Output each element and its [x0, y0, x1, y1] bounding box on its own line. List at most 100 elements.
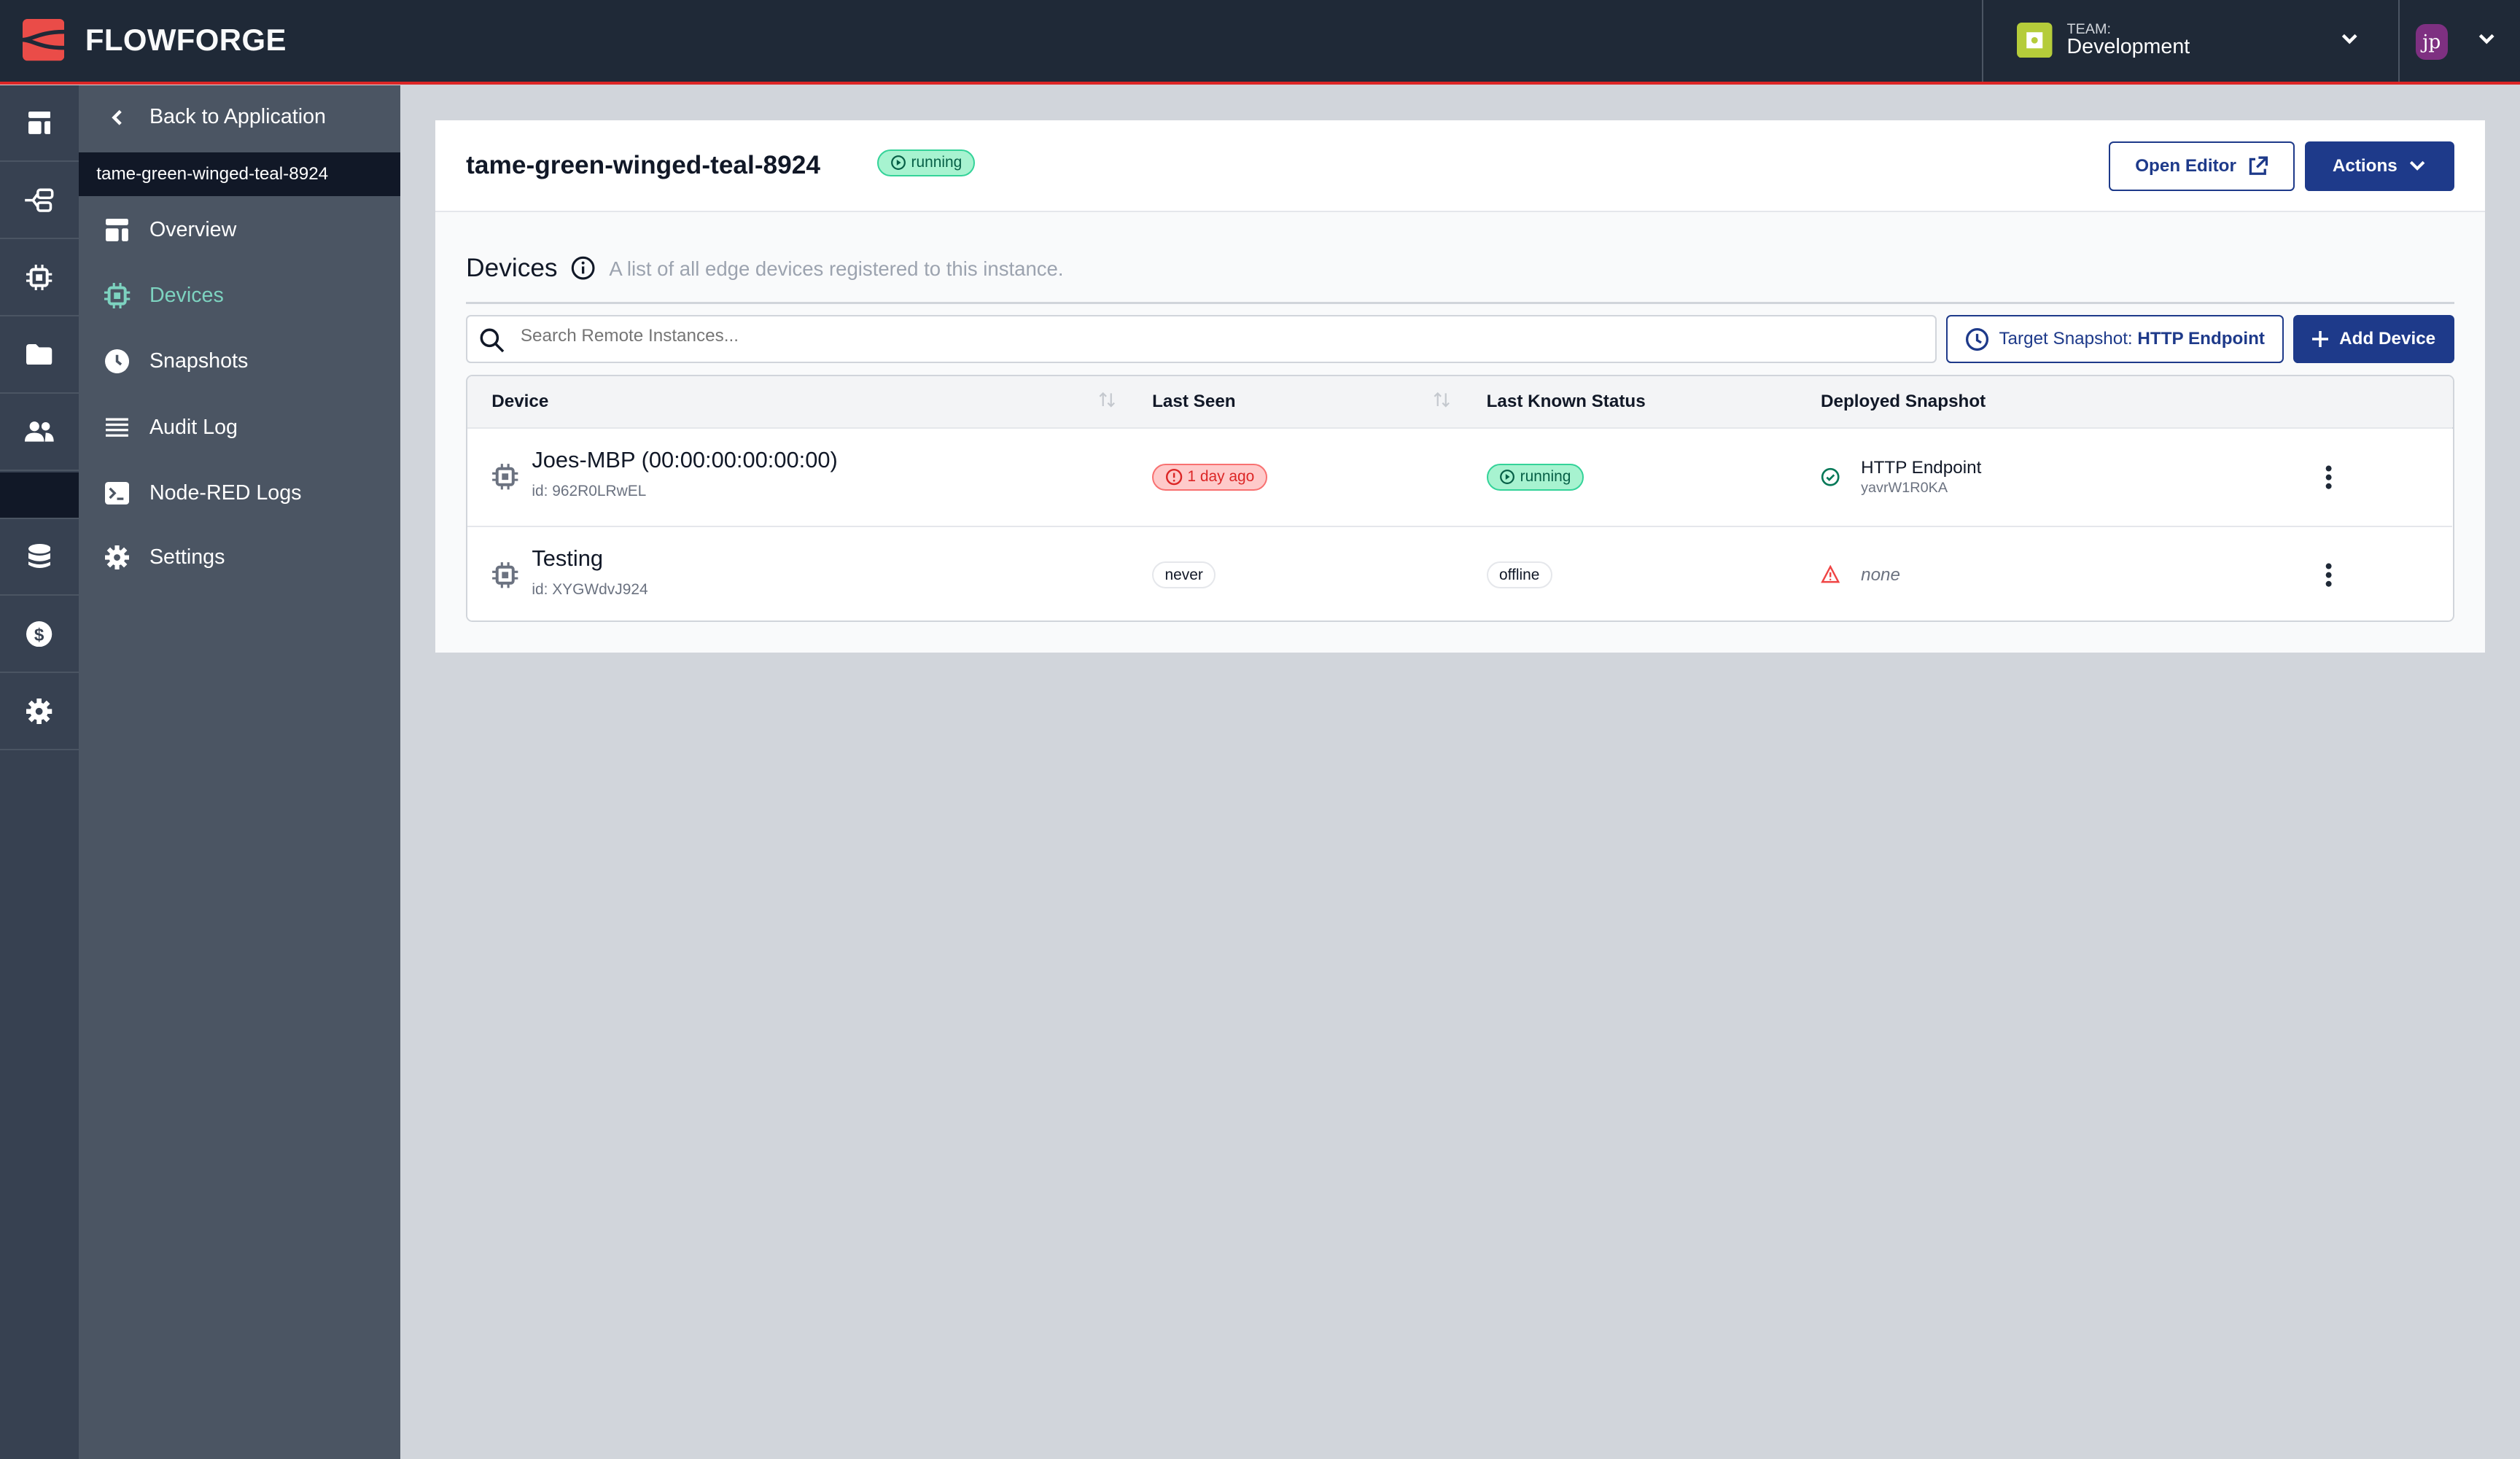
sidebar-item-snapshots[interactable]: Snapshots: [79, 334, 400, 389]
sidebar-item-label: Overview: [149, 217, 237, 241]
last-seen-badge: 1 day ago: [1152, 463, 1267, 491]
chip-icon: [492, 561, 518, 588]
rail-dashboard[interactable]: [0, 85, 79, 163]
device-id: id: XYGWdvJ924: [532, 580, 648, 598]
alert-circle-icon: [1165, 469, 1182, 486]
device-name[interactable]: Testing: [532, 545, 604, 571]
rail-billing[interactable]: $: [0, 596, 79, 674]
user-avatar: jp: [2415, 24, 2448, 60]
target-snapshot-button[interactable]: Target Snapshot: HTTP Endpoint: [1946, 314, 2284, 364]
play-circle-icon: [890, 155, 906, 171]
last-seen-text: 1 day ago: [1187, 468, 1255, 486]
add-device-button[interactable]: Add Device: [2293, 314, 2454, 364]
sidebar-item-label: Audit Log: [149, 415, 238, 439]
folder-icon: [26, 343, 52, 365]
sidebar-item-node-red-logs[interactable]: Node-RED Logs: [79, 466, 400, 521]
rail-settings[interactable]: [0, 674, 79, 751]
dollar-icon: $: [26, 620, 52, 647]
column-header-last-seen[interactable]: Last Seen: [1152, 391, 1236, 411]
rail-devices[interactable]: [0, 239, 79, 316]
sidebar-item-audit-log[interactable]: Audit Log: [79, 400, 400, 455]
device-id: id: 962R0LRwEL: [532, 483, 647, 500]
button-label: Add Device: [2339, 329, 2436, 349]
status-text: running: [1520, 468, 1571, 486]
open-editor-button[interactable]: Open Editor: [2108, 141, 2295, 192]
clock-icon: [105, 349, 130, 374]
section-heading: Devices: [466, 254, 558, 283]
last-seen-badge: never: [1152, 561, 1216, 589]
warning-triangle-icon: [1821, 565, 1840, 583]
table-row[interactable]: Joes-MBP (00:00:00:00:00:00) id: 962R0LR…: [467, 427, 2453, 526]
kebab-menu-icon[interactable]: [2324, 464, 2333, 490]
sidebar-item-overview[interactable]: Overview: [79, 203, 400, 257]
rail-storage[interactable]: [0, 519, 79, 596]
device-cell: Joes-MBP (00:00:00:00:00:00) id: 962R0LR…: [491, 429, 838, 525]
column-header-deployed-snapshot: Deployed Snapshot: [1821, 391, 1986, 411]
team-name: Development: [2066, 35, 2190, 59]
clock-icon: [1966, 327, 1989, 351]
sidebar-item-label: Snapshots: [149, 349, 249, 373]
status-text: running: [911, 154, 962, 171]
chevron-down-icon: [2410, 161, 2425, 171]
sidebar-item-label: Devices: [149, 284, 224, 308]
sidebar-item-settings[interactable]: Settings: [79, 530, 400, 585]
devices-table: Device Last Seen Last Known Status Deplo…: [466, 374, 2454, 622]
rail-library[interactable]: [0, 316, 79, 394]
status-badge: offline: [1486, 561, 1552, 589]
plus-icon: [2311, 331, 2328, 348]
top-bar: FLOWFORGE TEAM: Development jp: [0, 0, 2520, 85]
search-field[interactable]: [517, 324, 1906, 349]
gear-icon: [26, 698, 52, 724]
actions-button[interactable]: Actions: [2304, 141, 2454, 192]
instance-name: tame-green-winged-teal-8924: [79, 152, 400, 196]
team-label: TEAM:: [2066, 20, 2112, 37]
button-label: Actions: [2332, 156, 2398, 176]
target-value: HTTP Endpoint: [2137, 329, 2265, 349]
flow-tree-icon: [25, 188, 54, 212]
sidebar: Back to Application tame-green-winged-te…: [79, 85, 400, 1459]
play-circle-icon: [1500, 470, 1514, 485]
icon-rail: $: [0, 85, 79, 1459]
back-to-application-link[interactable]: Back to Application: [79, 90, 400, 144]
page-title: tame-green-winged-teal-8924: [466, 151, 820, 180]
database-icon: [28, 544, 51, 569]
chevron-left-icon: [112, 109, 122, 125]
column-header-device[interactable]: Device: [491, 391, 549, 411]
flowforge-logo-icon[interactable]: [22, 19, 65, 61]
section-description: A list of all edge devices registered to…: [609, 257, 1064, 280]
sidebar-item-label: Settings: [149, 545, 225, 569]
team-selector[interactable]: TEAM: Development: [1983, 0, 2398, 82]
kebab-menu-icon[interactable]: [2324, 562, 2333, 588]
status-badge: running: [1486, 463, 1584, 491]
instance-header: tame-green-winged-teal-8924 running Open…: [435, 120, 2485, 212]
sort-icon[interactable]: [1432, 390, 1451, 409]
chevron-down-icon: [2478, 34, 2494, 44]
target-label: Target Snapshot:: [1999, 329, 2133, 349]
chevron-down-icon: [2342, 34, 2357, 44]
device-cell: Testing id: XYGWdvJ924: [491, 527, 648, 620]
chip-icon: [104, 282, 131, 309]
chip-icon: [26, 264, 52, 290]
sidebar-item-label: Node-RED Logs: [149, 481, 302, 505]
device-name[interactable]: Joes-MBP (00:00:00:00:00:00): [532, 447, 838, 473]
terminal-icon: [105, 482, 130, 505]
search-input[interactable]: [466, 314, 1937, 364]
rail-applications[interactable]: [0, 163, 79, 240]
instance-status-badge: running: [877, 149, 975, 176]
svg-text:$: $: [34, 625, 44, 645]
column-header-last-known-status: Last Known Status: [1486, 391, 1646, 411]
table-row[interactable]: Testing id: XYGWdvJ924 never offline non…: [467, 525, 2453, 620]
user-menu[interactable]: jp: [2400, 0, 2520, 82]
check-circle-icon: [1821, 467, 1840, 486]
info-icon[interactable]: [570, 255, 596, 281]
brand-name: FLOWFORGE: [85, 22, 287, 57]
snapshot-id: yavrW1R0KA: [1861, 479, 1948, 496]
external-link-icon: [2249, 156, 2268, 175]
sidebar-item-devices[interactable]: Devices: [79, 268, 400, 323]
team-avatar-icon: [2017, 22, 2053, 58]
sort-icon[interactable]: [1097, 390, 1116, 409]
rail-members[interactable]: [0, 394, 79, 471]
list-icon: [106, 418, 129, 437]
chip-icon: [492, 464, 518, 490]
rail-active-band: [0, 472, 79, 519]
